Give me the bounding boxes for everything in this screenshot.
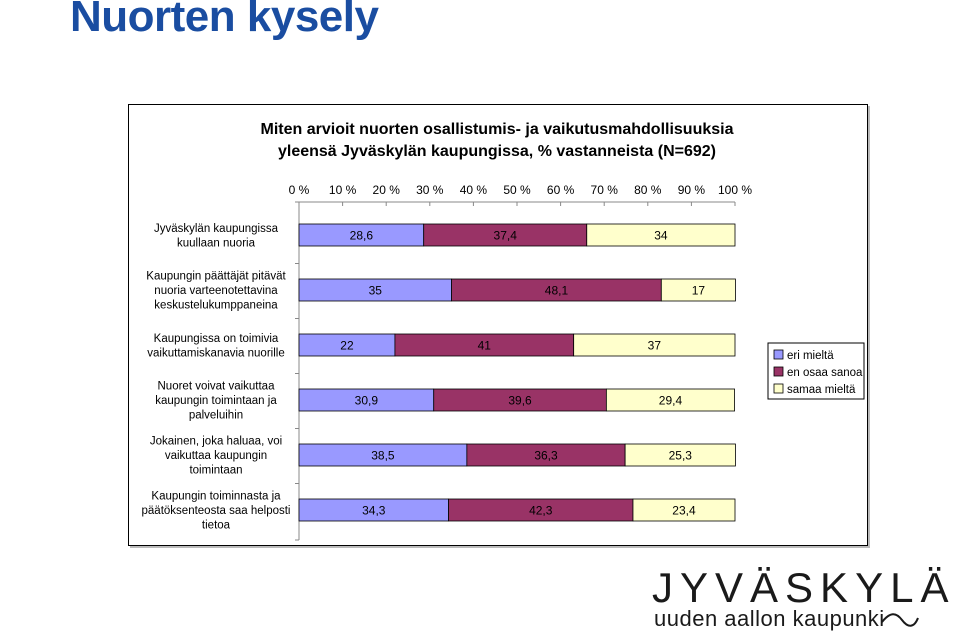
logo-slogan: uuden aallon kaupunki: [654, 606, 885, 631]
category-label: kaupungin toimintaan ja: [155, 395, 277, 407]
x-tick-label: 100 %: [718, 183, 752, 197]
category-label: nuoria varteenotettavina: [154, 285, 278, 297]
x-tick-label: 40 %: [460, 183, 488, 197]
x-tick-label: 10 %: [329, 183, 357, 197]
bar-data-label: 25,3: [669, 449, 693, 463]
legend-swatch: [773, 349, 784, 360]
bar-data-label: 35: [369, 284, 383, 298]
legend-box: [767, 342, 865, 400]
bar-data-label: 37: [648, 339, 662, 353]
x-tick-label: 20 %: [373, 183, 401, 197]
category-label: toimintaan: [189, 465, 242, 477]
bar-data-label: 34: [654, 229, 668, 243]
bar-data-label: 37,4: [494, 229, 518, 243]
bar-segment-samaa-mieltä: [624, 443, 736, 467]
bar-data-label: 42,3: [529, 504, 553, 518]
x-tick-label: 60 %: [547, 183, 575, 197]
category-label: Nuoret voivat vaikuttaa: [158, 381, 276, 393]
category-label: palveluihin: [189, 410, 243, 422]
bar-data-label: 34,3: [362, 504, 386, 518]
bar-data-label: 38,5: [371, 449, 395, 463]
legend-label: eri mieltä: [787, 350, 834, 362]
legend-swatch: [773, 383, 784, 394]
legend-label: samaa mieltä: [787, 384, 856, 396]
category-label: vaikuttaa kaupungin: [165, 450, 267, 462]
category-label: vaikuttamiskanavia nuorille: [147, 347, 284, 359]
bar-data-label: 22: [340, 339, 354, 353]
category-label: keskustelukumppaneina: [154, 300, 278, 312]
category-label: kuullaan nuoria: [177, 237, 256, 249]
bar-segment-samaa-mieltä: [573, 333, 736, 357]
bar-data-label: 39,6: [508, 394, 532, 408]
category-label: Jokainen, joka haluaa, voi: [150, 436, 282, 448]
x-tick-label: 50 %: [503, 183, 531, 197]
wave-icon: [881, 613, 919, 627]
category-label: Kaupungin toiminnasta ja: [151, 491, 281, 503]
category-label: Jyväskylän kaupungissa: [154, 223, 279, 235]
bar-data-label: 41: [478, 339, 492, 353]
bar-data-label: 23,4: [672, 504, 696, 518]
bar-data-label: 36,3: [534, 449, 558, 463]
x-tick-label: 30 %: [416, 183, 444, 197]
x-tick-label: 80 %: [634, 183, 662, 197]
jyvaskyla-logo: JYVÄSKYLÄ uuden aallon kaupunki: [652, 566, 948, 636]
chart-frame: [128, 104, 868, 546]
bar-segment-samaa-mieltä: [586, 223, 736, 247]
legend-swatch: [773, 366, 784, 377]
slide-title: Nuorten kysely: [70, 0, 379, 41]
bar-segment-samaa-mieltä: [632, 498, 736, 522]
chart-title-line: Miten arvioit nuorten osallistumis- ja v…: [261, 121, 734, 138]
bar-segment-samaa-mieltä: [605, 388, 735, 412]
bar-data-label: 29,4: [659, 394, 683, 408]
x-tick-label: 0 %: [289, 183, 310, 197]
bar-data-label: 30,9: [355, 394, 379, 408]
chart-title-line: yleensä Jyväskylän kaupungissa, % vastan…: [278, 143, 716, 160]
category-label: Kaupungissa on toimivia: [154, 333, 279, 345]
x-tick-label: 70 %: [591, 183, 619, 197]
category-label: päätöksenteosta saa helposti: [142, 505, 291, 517]
category-label: Kaupungin päättäjät pitävät: [146, 271, 286, 283]
bar-data-label: 28,6: [350, 229, 374, 243]
bar-segment-samaa-mieltä: [660, 278, 736, 302]
logo-wordmark: JYVÄSKYLÄ: [652, 564, 956, 611]
category-label: tietoa: [202, 520, 231, 532]
bar-data-label: 17: [692, 284, 706, 298]
bar-data-label: 48,1: [545, 284, 569, 298]
x-tick-label: 90 %: [678, 183, 706, 197]
legend-label: en osaa sanoa: [787, 367, 863, 379]
